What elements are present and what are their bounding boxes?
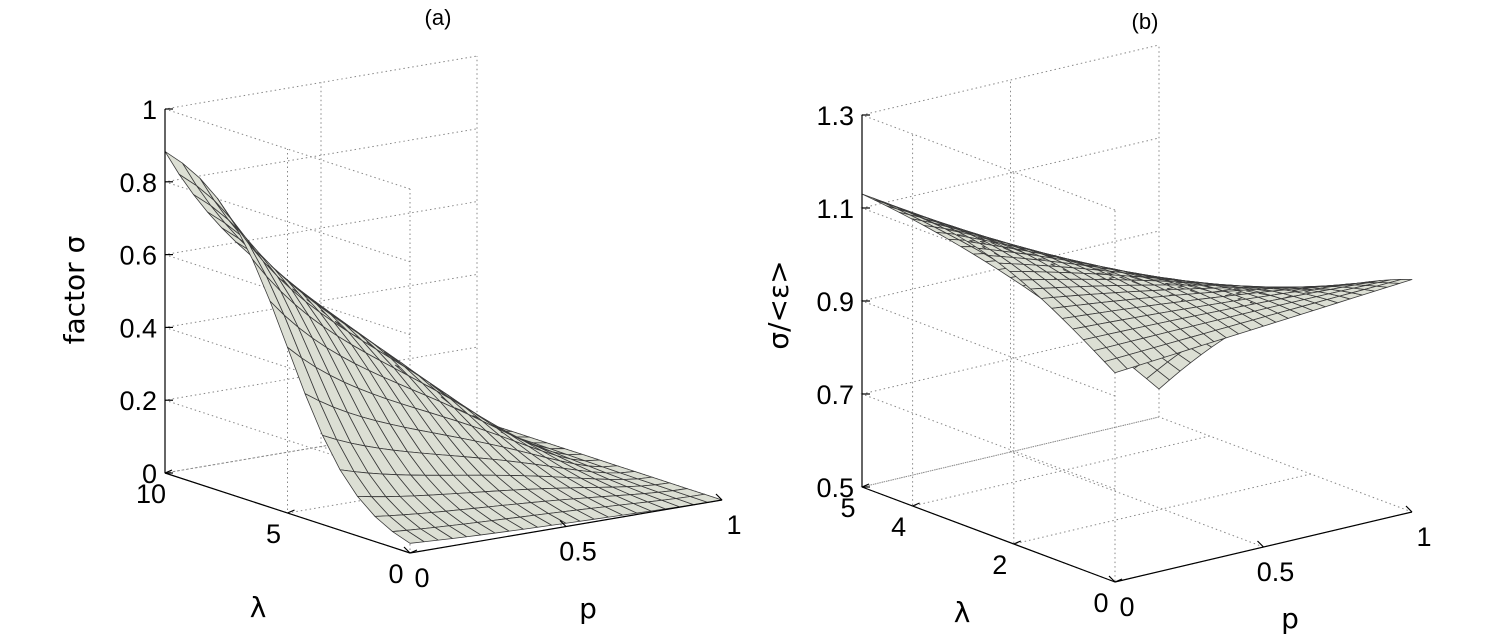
x-tick-label: 1 [726,510,741,540]
z-tick-label: 1.3 [816,101,854,131]
y-tick-label: 5 [840,493,855,523]
surface-patch [1388,279,1413,284]
y-tick-label: 0 [1093,588,1108,618]
panel-a-xlabel: p [579,592,597,625]
gridline-x [1158,45,1413,513]
z-tick-label: 0.8 [119,168,157,198]
z-tick-label: 0.4 [119,313,157,343]
x-tick-label: 0.5 [1257,557,1295,587]
panel-a-ylabel: λ [250,591,267,624]
x-tick-label: 0 [414,563,429,593]
y-tick-label: 5 [266,519,281,549]
z-tick-label: 0.6 [119,241,157,271]
z-tick-label: 0.9 [816,287,854,317]
panel-b-zlabel: σ/<ε> [762,260,795,349]
y-tick-label: 2 [992,550,1007,580]
panel-a-title: (a) [425,5,452,30]
panel-a-zlabel: factor σ [58,236,91,345]
x-tick-label: 1 [1416,522,1431,552]
x-tick-label: 0.5 [559,537,597,567]
surface-patch [164,151,198,187]
gridline-x [1010,80,1264,548]
z-tick-label: 1.1 [816,194,854,224]
panel-b-xlabel: p [1281,602,1299,635]
z-tick-label: 0.5 [816,473,854,503]
x-tick-label: 0 [1119,592,1134,622]
y-axis [861,486,1116,583]
gridline-y [1114,210,1413,583]
y-tick-label: 10 [136,479,166,509]
y-tick-label: 4 [891,512,906,542]
y-tick-label: 0 [388,559,403,589]
z-tick-label: 0 [142,459,157,489]
surface-patch [234,224,268,277]
z-tick-label: 0.2 [119,386,157,416]
z-tick-label: 0.7 [816,380,854,410]
panel-b-title: (b) [1132,9,1159,34]
z-tick-label: 1 [142,95,157,125]
panel-b-ylabel: λ [954,596,971,629]
